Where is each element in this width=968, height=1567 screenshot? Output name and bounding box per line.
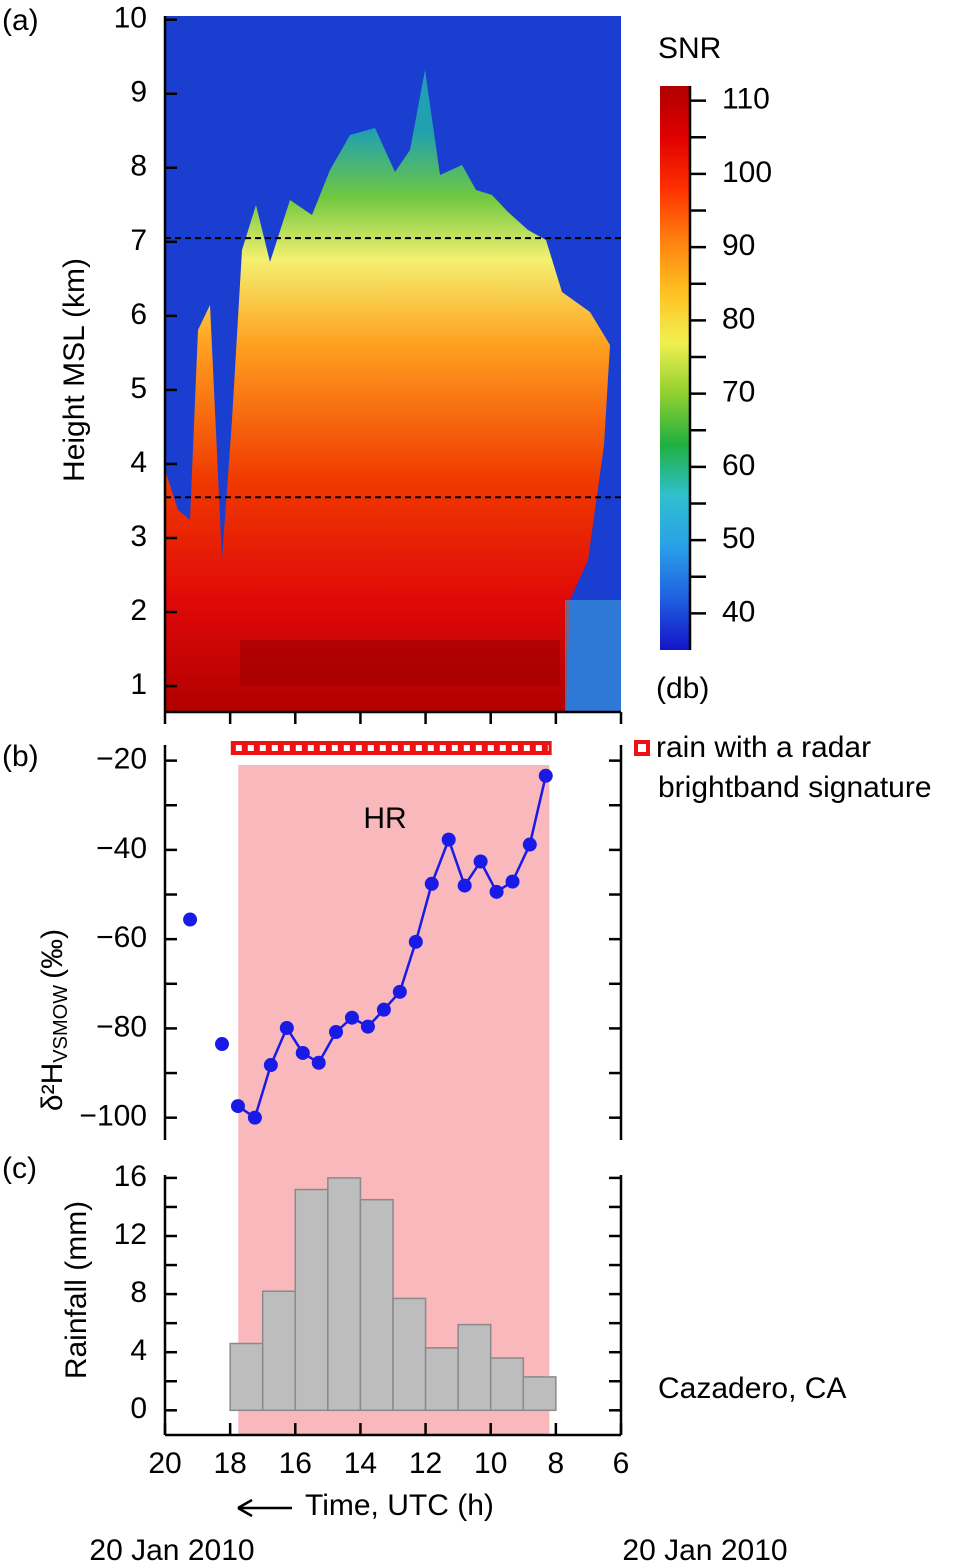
y-tick-label: 10 [114,2,147,35]
colorbar [660,86,690,650]
colorbar-tick-label: 100 [722,156,772,189]
colorbar-tick-label: 70 [722,376,755,409]
data-point [408,934,423,949]
histogram-bar [359,1198,394,1412]
y-axis-label-part: VSMOW [50,985,72,1063]
x-tick-label: 6 [613,1447,630,1480]
colorbar-tick-label: 110 [722,83,770,116]
y-tick-label: −20 [96,743,147,776]
colorbar-tick-label: 90 [722,229,755,262]
data-point [360,1019,375,1034]
y-tick-label: 1 [130,668,147,701]
y-axis-label-part: (‰) [36,929,69,979]
x-tick-label: 14 [344,1447,377,1480]
colorbar-title: SNR [658,32,721,65]
arrow-head [237,1498,253,1518]
histogram-bar [327,1177,362,1412]
date-label: 20 Jan 2010 [622,1534,787,1567]
y-axis-label: Rainfall (mm) [60,1201,93,1379]
histogram-bar [392,1297,427,1412]
y-tick-label: 2 [130,594,147,627]
date-label: 20 Jan 2010 [89,1534,254,1567]
data-point [344,1010,359,1025]
y-axis-label: δ²HVSMOW (‰) [36,929,72,1111]
data-point [263,1058,278,1073]
span-label: HR [363,802,406,835]
x-axis-label: Time, UTC (h) [305,1489,494,1522]
data-point [215,1037,229,1052]
x-tick-label: 10 [474,1447,507,1480]
x-tick-label: 18 [213,1447,246,1480]
y-tick-label: 0 [130,1392,147,1425]
data-point [376,1002,391,1017]
data-point [473,854,488,869]
panel-label: (a) [2,4,39,37]
y-tick-label: 8 [130,1276,147,1309]
legend-label: rain with a radar [656,731,871,764]
y-tick-label: 4 [130,1334,147,1367]
x-tick-label: 12 [409,1447,442,1480]
data-point [441,832,456,847]
data-point [538,768,553,783]
panel-label: (c) [2,1152,37,1185]
colorbar-tick-label: 40 [722,595,755,628]
legend-label: brightband signature [658,771,932,804]
x-tick-label: 16 [279,1447,312,1480]
data-point [489,884,504,899]
histogram-bar [424,1347,459,1412]
colorbar-tick-label: 60 [722,449,755,482]
data-point [295,1045,310,1060]
x-tick-label: 20 [148,1447,181,1480]
y-tick-label: 5 [130,372,147,405]
colorbar-tick-label: 80 [722,302,755,335]
data-point [183,912,198,927]
y-tick-label: 4 [130,446,147,479]
y-tick-label: 9 [130,76,147,109]
annotation: Cazadero, CA [658,1372,846,1405]
y-axis-label-part: δ²H [36,1063,69,1111]
legend-swatch [634,740,650,756]
y-tick-label: −80 [96,1010,147,1043]
y-tick-label: 7 [130,224,147,257]
histogram-bar [489,1357,525,1412]
y-tick-label: 12 [114,1218,147,1251]
y-tick-label: −60 [96,921,147,954]
histogram-bar [294,1188,329,1412]
data-point [457,878,472,893]
data-point [392,984,407,999]
histogram-bar [261,1290,297,1412]
panel-label: (b) [2,740,39,773]
data-point [505,874,520,889]
histogram-bar [522,1376,557,1412]
data-point [311,1055,326,1070]
brightband-bar [230,741,552,755]
y-tick-label: 3 [130,520,147,553]
data-point [424,876,439,891]
y-axis-label: Height MSL (km) [58,258,91,482]
histogram-bar [229,1342,264,1412]
data-point [247,1110,262,1125]
colorbar-tick-label: 50 [722,522,755,555]
y-tick-label: 16 [114,1160,147,1193]
data-point [230,1099,245,1114]
colorbar-unit: (db) [656,672,709,705]
data-point [522,837,537,852]
x-tick-label: 8 [548,1447,565,1480]
data-point [279,1020,294,1035]
histogram-bar [457,1323,492,1412]
y-tick-label: 8 [130,150,147,183]
radar-image [165,16,621,712]
y-tick-label: −100 [79,1100,147,1133]
data-point [329,1024,343,1039]
y-tick-label: −40 [96,832,147,865]
y-tick-label: 6 [130,298,147,331]
